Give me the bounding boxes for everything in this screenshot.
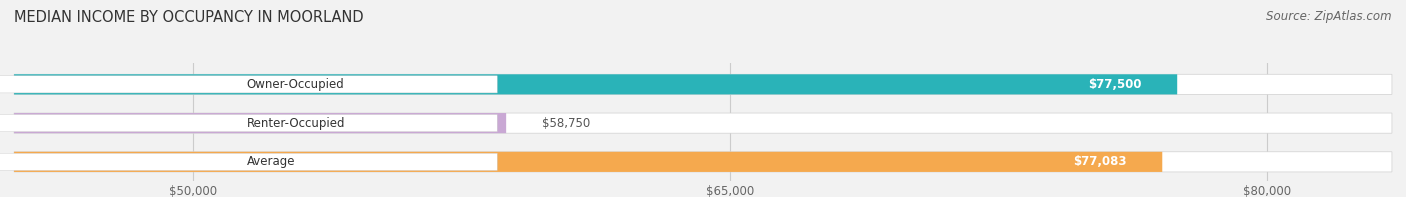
Text: Owner-Occupied: Owner-Occupied — [246, 78, 344, 91]
FancyBboxPatch shape — [0, 153, 498, 170]
FancyBboxPatch shape — [14, 113, 506, 133]
Text: Source: ZipAtlas.com: Source: ZipAtlas.com — [1267, 10, 1392, 23]
Text: Renter-Occupied: Renter-Occupied — [246, 117, 346, 130]
FancyBboxPatch shape — [14, 74, 1177, 94]
Text: MEDIAN INCOME BY OCCUPANCY IN MOORLAND: MEDIAN INCOME BY OCCUPANCY IN MOORLAND — [14, 10, 364, 25]
FancyBboxPatch shape — [14, 152, 1392, 172]
FancyBboxPatch shape — [14, 113, 1392, 133]
FancyBboxPatch shape — [0, 76, 498, 93]
Text: $77,500: $77,500 — [1088, 78, 1142, 91]
FancyBboxPatch shape — [0, 114, 498, 132]
Text: $58,750: $58,750 — [541, 117, 591, 130]
Text: Average: Average — [246, 155, 295, 168]
Text: $77,083: $77,083 — [1073, 155, 1126, 168]
FancyBboxPatch shape — [14, 74, 1392, 94]
FancyBboxPatch shape — [14, 152, 1163, 172]
